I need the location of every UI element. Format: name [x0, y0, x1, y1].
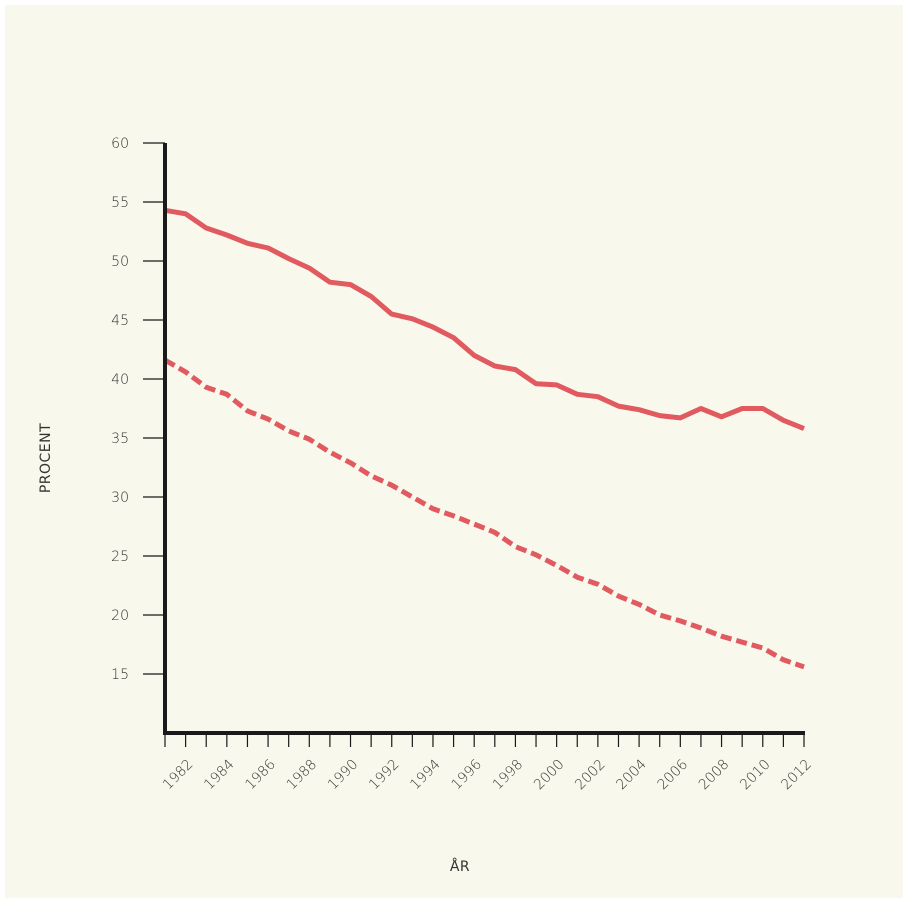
x-tick-label: 1986: [242, 757, 279, 794]
x-tick-label: 1994: [407, 757, 444, 794]
x-tick-label: 1984: [201, 757, 238, 794]
y-tick-label: 20: [111, 608, 129, 624]
x-tick-label: 1988: [284, 757, 321, 794]
x-tick-label: 1990: [325, 757, 362, 794]
x-tick-label: 1982: [160, 757, 197, 794]
y-tick-label: 40: [111, 372, 129, 388]
y-tick-label: 50: [111, 254, 129, 270]
x-axis-title: ÅR: [450, 858, 470, 875]
y-axis-ticks: 15 20 25 30 35 40 45 50 55 60: [111, 136, 165, 683]
x-tick-label: 2008: [696, 757, 733, 794]
y-tick-label: 35: [111, 431, 129, 447]
x-axis-ticks: 1982 1984 1986 1988 1990 1992 1994 1996 1998 2000…: [160, 733, 815, 793]
chart-panel: [5, 5, 903, 898]
x-tick-label: 2004: [613, 757, 650, 794]
x-tick-label: 1992: [366, 757, 403, 794]
x-tick-label: 1996: [449, 757, 486, 794]
series-layer: [163, 207, 805, 670]
series-line-1: [164, 207, 805, 431]
y-tick-label: 45: [111, 313, 129, 329]
x-tick-label: 2000: [531, 757, 568, 794]
x-tick-label: 2010: [737, 757, 774, 794]
x-tick-label: 2006: [655, 757, 692, 794]
x-tick-label: 2002: [572, 757, 609, 794]
y-tick-label: 15: [111, 667, 129, 683]
x-tick-label: 1998: [490, 757, 527, 794]
y-tick-label: 30: [111, 490, 129, 506]
x-tick-label: 2012: [778, 757, 815, 794]
series-line-2: [163, 357, 805, 670]
y-tick-label: 25: [111, 549, 129, 565]
y-tick-label: 60: [111, 136, 129, 152]
y-tick-label: 55: [111, 195, 129, 211]
y-axis-title: PROCENT: [38, 423, 54, 493]
